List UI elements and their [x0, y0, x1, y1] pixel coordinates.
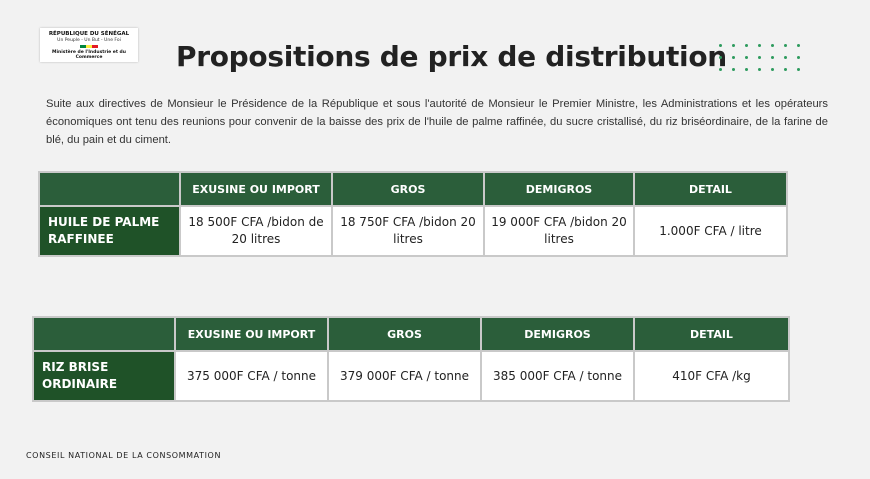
price-table-palm-oil: EXUSINE OU IMPORT GROS DEMIGROS DETAIL H… [38, 171, 788, 257]
intro-paragraph: Suite aux directives de Monsieur le Prés… [46, 98, 828, 146]
table-header-row: EXUSINE OU IMPORT GROS DEMIGROS DETAIL [32, 316, 790, 352]
footer-organization: CONSEIL NATIONAL DE LA CONSOMMATION [26, 451, 222, 460]
product-name: HUILE DE PALME RAFFINEE [38, 205, 181, 257]
ministry-logo: RÉPUBLIQUE DU SÉNÉGAL Un Peuple - Un But… [40, 28, 138, 62]
table-row: HUILE DE PALME RAFFINEE 18 500F CFA /bid… [38, 205, 788, 257]
header-cell-detail: DETAIL [633, 171, 788, 207]
price-demigros: 385 000F CFA / tonne [480, 350, 635, 402]
header-cell-exusine: EXUSINE OU IMPORT [174, 316, 329, 352]
logo-ministry: Ministère de l'Industrie et du Commerce [52, 50, 126, 60]
header-cell-demigros: DEMIGROS [480, 316, 635, 352]
price-detail: 1.000F CFA / litre [633, 205, 788, 257]
header-cell-empty [38, 171, 181, 207]
header-cell-empty [32, 316, 176, 352]
product-name: RIZ BRISE ORDINAIRE [32, 350, 176, 402]
price-exusine: 375 000F CFA / tonne [174, 350, 329, 402]
table-header-row: EXUSINE OU IMPORT GROS DEMIGROS DETAIL [38, 171, 788, 207]
logo-country: RÉPUBLIQUE DU SÉNÉGAL [48, 31, 130, 37]
logo-motto: Un Peuple - Un But - Une Foi [57, 38, 121, 43]
price-exusine: 18 500F CFA /bidon de 20 litres [179, 205, 333, 257]
senegal-flag-icon [40, 45, 138, 48]
header-cell-demigros: DEMIGROS [483, 171, 635, 207]
header-cell-detail: DETAIL [633, 316, 790, 352]
header-cell-exusine: EXUSINE OU IMPORT [179, 171, 333, 207]
price-table-rice: EXUSINE OU IMPORT GROS DEMIGROS DETAIL R… [32, 316, 790, 402]
table-row: RIZ BRISE ORDINAIRE 375 000F CFA / tonne… [32, 350, 790, 402]
price-demigros: 19 000F CFA /bidon 20 litres [483, 205, 635, 257]
header-cell-gros: GROS [331, 171, 485, 207]
page-title: Propositions de prix de distribution [176, 40, 727, 73]
price-gros: 18 750F CFA /bidon 20 litres [331, 205, 485, 257]
header-cell-gros: GROS [327, 316, 482, 352]
price-gros: 379 000F CFA / tonne [327, 350, 482, 402]
dot-grid-decoration [719, 44, 801, 71]
price-detail: 410F CFA /kg [633, 350, 790, 402]
